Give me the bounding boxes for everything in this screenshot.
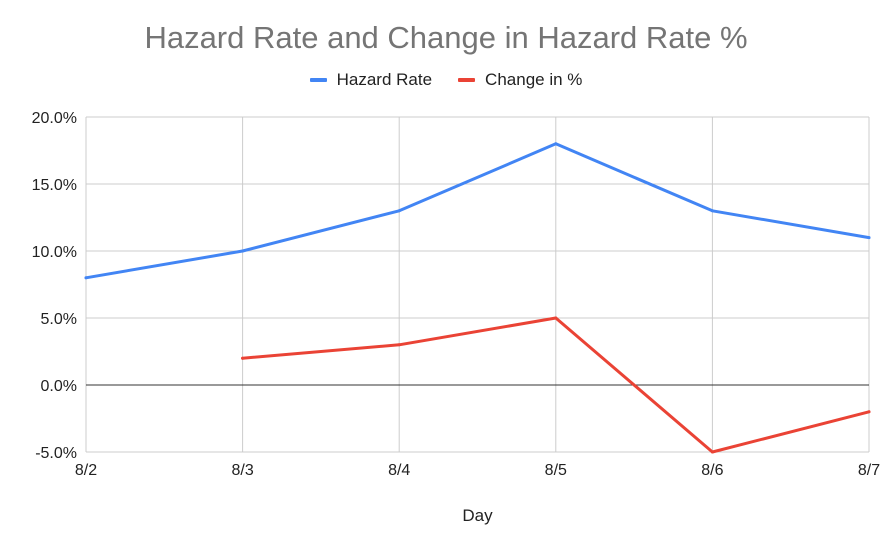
x-tick-label: 8/3 — [231, 462, 253, 479]
series-lines — [84, 142, 871, 454]
data-point-hazard-rate — [397, 209, 401, 213]
data-point-change — [710, 450, 714, 454]
y-tick-label: 20.0% — [32, 110, 77, 127]
legend-label-change: Change in % — [485, 70, 583, 89]
y-tick-label: 15.0% — [32, 177, 77, 194]
y-tick-label: -5.0% — [35, 445, 77, 462]
y-tick-label: 0.0% — [41, 378, 77, 395]
y-tick-label: 5.0% — [41, 311, 77, 328]
x-tick-label: 8/5 — [545, 462, 567, 479]
legend-swatch-change — [458, 78, 476, 82]
x-axis-title: Day — [462, 506, 493, 525]
x-tick-label: 8/7 — [858, 462, 880, 479]
data-point-change — [241, 356, 245, 360]
data-point-hazard-rate — [710, 209, 714, 213]
x-tick-label: 8/6 — [701, 462, 723, 479]
x-tick-label: 8/4 — [388, 462, 410, 479]
data-point-hazard-rate — [84, 276, 88, 280]
legend-label-hazard-rate: Hazard Rate — [336, 70, 433, 89]
legend-item-change[interactable]: Change in % — [458, 70, 582, 90]
chart-title: Hazard Rate and Change in Hazard Rate % — [144, 20, 748, 55]
data-point-change — [397, 343, 401, 347]
data-point-hazard-rate — [867, 236, 871, 240]
gridlines — [85, 116, 870, 453]
x-tick-label: 8/2 — [75, 462, 97, 479]
y-tick-label: 10.0% — [32, 244, 77, 261]
tick-labels: 20.0% 15.0% 10.0% 5.0% 0.0% -5.0%8/2 8/3 8/4 8/5… — [32, 110, 881, 479]
data-point-hazard-rate — [241, 249, 245, 253]
data-point-change — [867, 410, 871, 414]
legend: Hazard Rate Change in % — [0, 70, 892, 90]
legend-swatch-hazard-rate — [309, 78, 327, 82]
series-line-hazard-rate — [84, 142, 871, 280]
legend-item-hazard-rate[interactable]: Hazard Rate — [309, 70, 433, 90]
data-point-change — [554, 316, 558, 320]
data-point-hazard-rate — [554, 142, 558, 146]
